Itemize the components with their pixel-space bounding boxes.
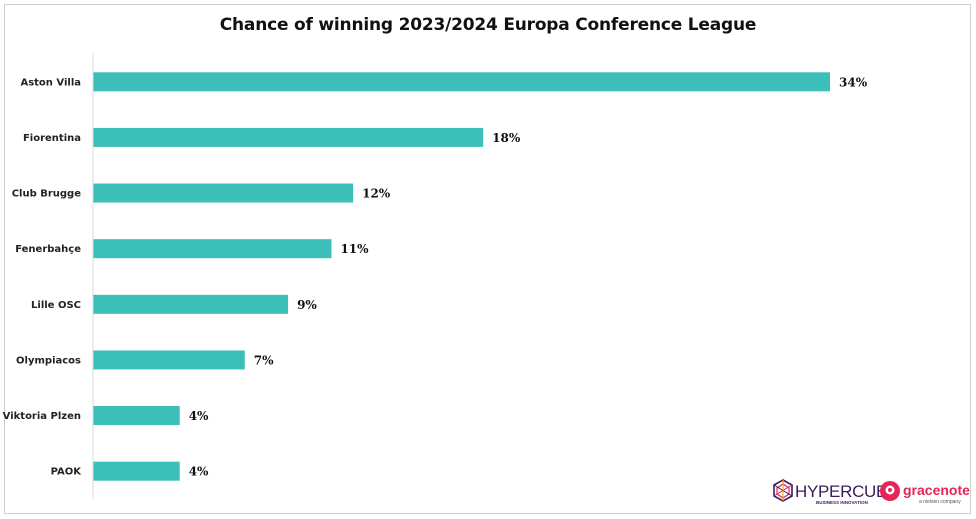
bar [93, 461, 180, 481]
category-label: Lille OSC [31, 300, 81, 311]
hypercube-tagline: BUSINESS INNOVATION [816, 500, 868, 505]
category-label: Fiorentina [23, 133, 81, 144]
bars-group: Aston Villa 34% Fiorentina 18% Club Brugge 12… [3, 72, 868, 481]
bar [93, 127, 484, 147]
hypercube-logo-icon [773, 479, 793, 502]
category-label: Aston Villa [20, 77, 81, 88]
gracenote-wordmark: gracenote [903, 482, 970, 498]
category-label: Club Brugge [12, 189, 82, 200]
hypercube-wordmark: HYPERCUBE [795, 482, 898, 501]
value-label: 18% [492, 131, 521, 145]
bar [93, 350, 245, 370]
category-label: PAOK [51, 467, 83, 478]
category-label: Viktoria Plzen [3, 411, 81, 422]
category-label: Fenerbahçe [15, 244, 81, 255]
value-label: 4% [189, 409, 209, 423]
bar [93, 406, 180, 426]
brand-logos: HYPERCUBE BUSINESS INNOVATION gracenote … [773, 479, 970, 505]
value-label: 9% [297, 298, 317, 312]
gracenote-logo-icon [880, 481, 900, 501]
gracenote-tagline: a nielsen company [919, 499, 961, 505]
bar [93, 294, 289, 314]
chart-title: Chance of winning 2023/2024 Europa Confe… [219, 15, 757, 35]
bar [93, 72, 830, 92]
value-label: 7% [254, 353, 274, 367]
category-label: Olympiacos [16, 355, 81, 366]
value-label: 4% [189, 465, 209, 479]
value-label: 11% [340, 242, 369, 256]
bar [93, 183, 354, 203]
bar [93, 239, 332, 259]
value-label: 12% [362, 187, 391, 201]
value-label: 34% [839, 75, 868, 89]
